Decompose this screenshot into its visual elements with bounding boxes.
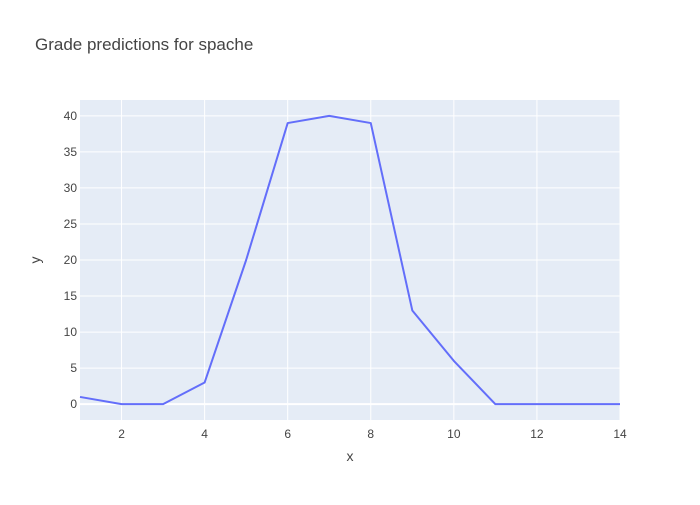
x-tick-label: 6 — [284, 427, 291, 441]
x-tick-label: 2 — [118, 427, 125, 441]
y-axis-ticks: 0 5 10 15 20 25 30 35 40 — [64, 109, 78, 411]
y-tick-label: 20 — [64, 253, 78, 267]
y-axis-label: y — [27, 257, 43, 264]
chart-title: Grade predictions for spache — [35, 35, 253, 54]
x-axis-label: x — [347, 448, 354, 464]
y-tick-label: 5 — [70, 361, 77, 375]
y-tick-label: 30 — [64, 181, 78, 195]
grid-lines — [80, 100, 621, 420]
x-tick-label: 4 — [201, 427, 208, 441]
x-tick-label: 14 — [613, 427, 627, 441]
y-tick-label: 10 — [64, 325, 78, 339]
series-layer — [79, 114, 620, 406]
y-tick-label: 15 — [64, 289, 78, 303]
y-tick-label: 25 — [64, 217, 78, 231]
series-line — [79, 114, 620, 406]
y-tick-label: 0 — [70, 397, 77, 411]
x-tick-label: 10 — [447, 427, 461, 441]
x-tick-label: 8 — [367, 427, 374, 441]
x-axis-ticks: 2 4 6 8 10 12 14 — [118, 427, 627, 441]
y-tick-label: 40 — [64, 109, 78, 123]
x-tick-label: 12 — [530, 427, 544, 441]
y-tick-label: 35 — [64, 145, 78, 159]
